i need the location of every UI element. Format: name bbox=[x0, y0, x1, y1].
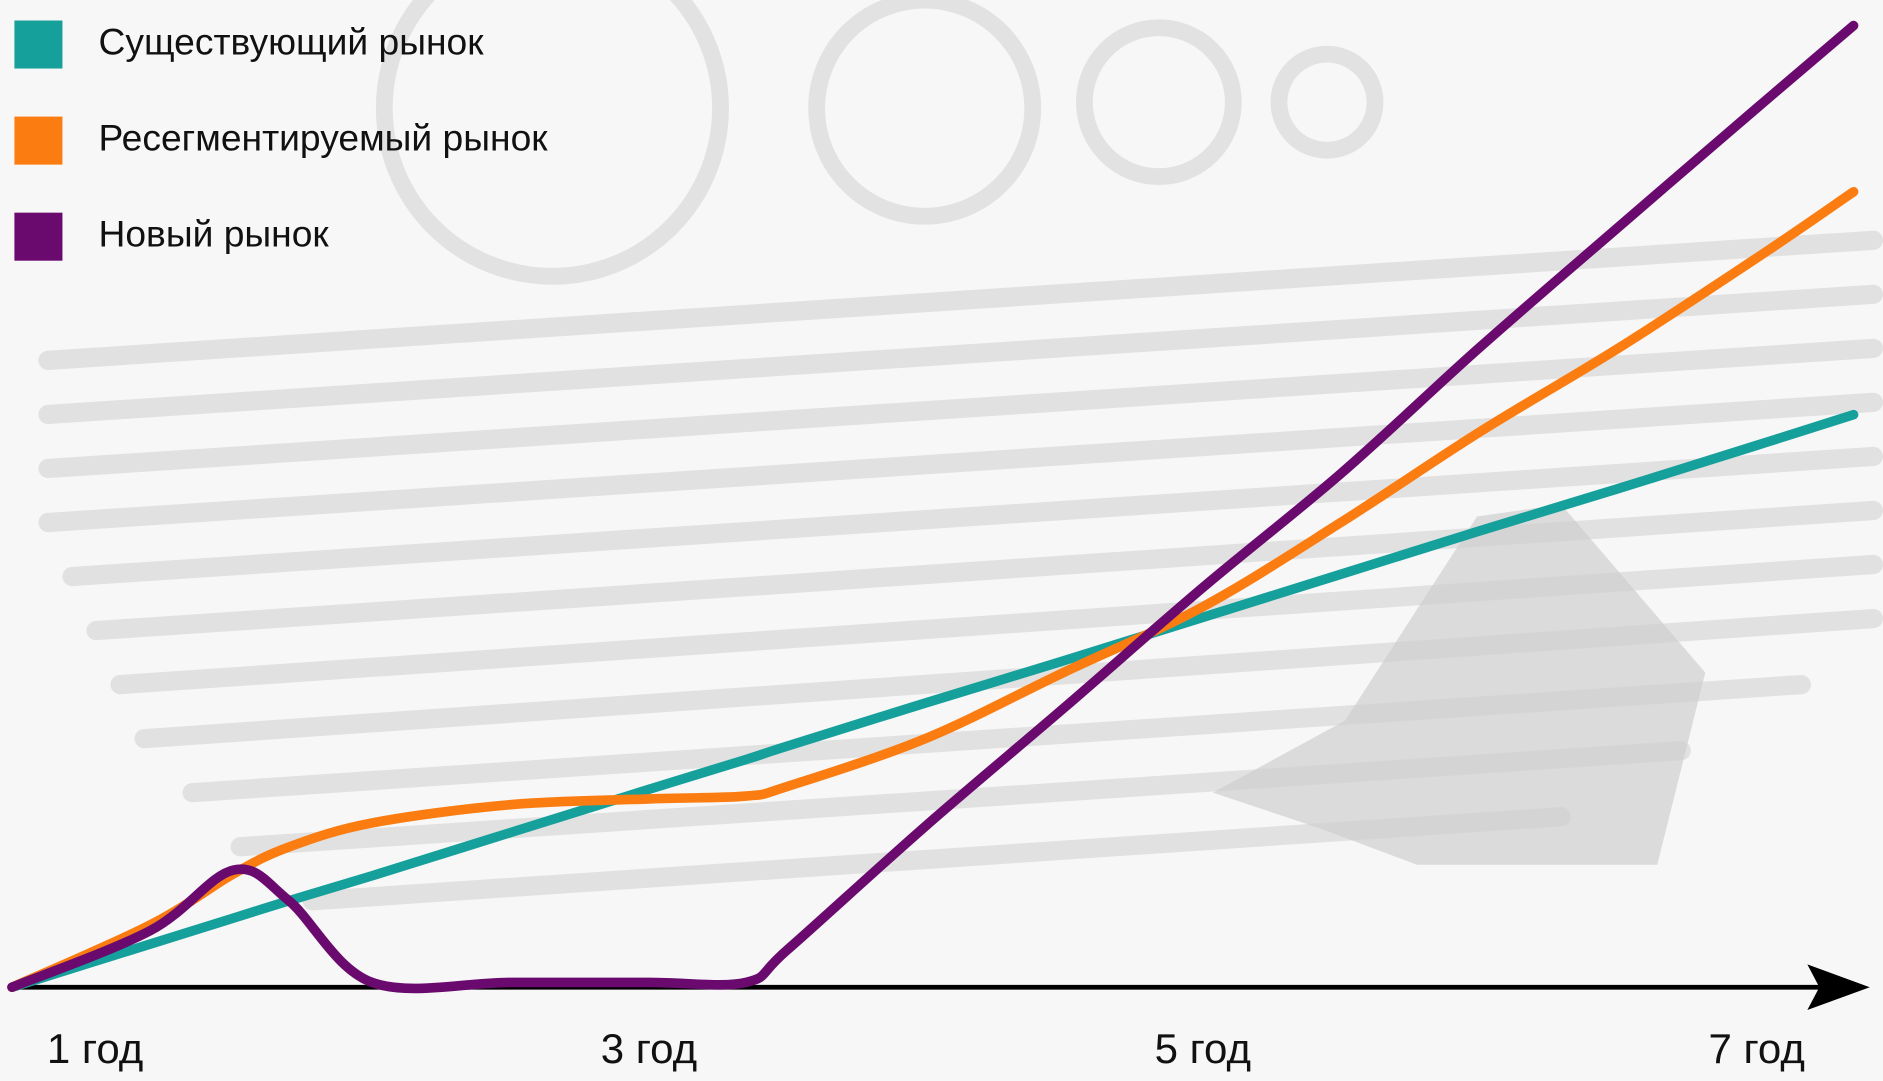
background-texture bbox=[0, 0, 1883, 1081]
x-tick-label: 7 год bbox=[1708, 1025, 1804, 1072]
legend-label: Ресегментируемый рынок bbox=[98, 116, 548, 158]
page: {"chart_data": { "type": "line", "x": [0… bbox=[0, 0, 1883, 1081]
legend-swatch bbox=[14, 213, 62, 261]
x-tick-label: 1 год bbox=[47, 1025, 143, 1072]
chart: 1 год 3 год 5 год 7 год Существующий рынок Р… bbox=[0, 0, 1883, 1081]
legend-swatch bbox=[14, 21, 62, 69]
x-tick-label: 3 год bbox=[601, 1025, 697, 1072]
legend-label: Существующий рынок bbox=[98, 20, 484, 62]
legend-swatch bbox=[14, 117, 62, 165]
legend-label: Новый рынок bbox=[98, 213, 329, 255]
x-tick-label: 5 год bbox=[1155, 1025, 1251, 1072]
background bbox=[0, 0, 1883, 1081]
